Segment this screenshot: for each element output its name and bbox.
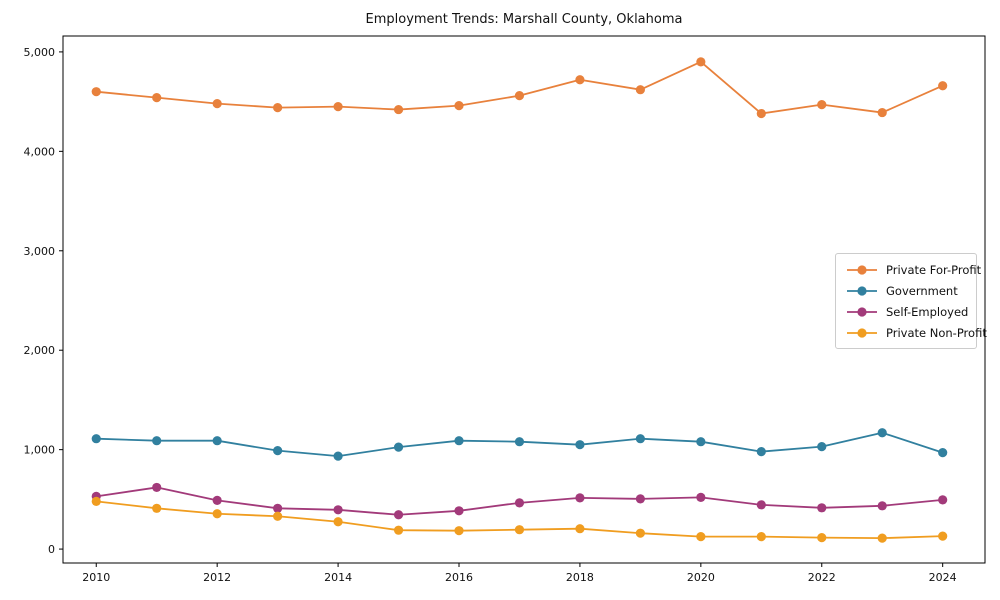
data-point-private-for-profit: [91, 87, 101, 97]
x-tick-label: 2024: [929, 571, 957, 584]
x-tick-label: 2010: [82, 571, 110, 584]
data-point-self-employed: [393, 510, 404, 520]
data-point-private-non-profit: [393, 525, 404, 535]
data-point-private-for-profit: [696, 57, 706, 67]
data-point-private-for-profit: [454, 101, 464, 111]
data-point-government: [635, 434, 645, 444]
data-point-government: [938, 448, 948, 458]
data-point-self-employed: [514, 498, 525, 508]
x-tick-label: 2012: [203, 571, 231, 584]
legend-label: Private For-Profit: [886, 262, 982, 277]
data-point-government: [575, 440, 585, 450]
legend-item: Government: [836, 280, 976, 301]
data-point-government: [333, 451, 343, 461]
data-point-government: [817, 442, 827, 452]
legend-marker-icon: [847, 327, 877, 338]
data-point-private-for-profit: [756, 108, 766, 119]
data-point-self-employed: [152, 482, 162, 493]
data-point-self-employed: [273, 503, 283, 513]
legend-item: Self-Employed: [836, 301, 976, 322]
data-point-private-for-profit: [514, 91, 525, 101]
data-point-private-for-profit: [152, 93, 162, 103]
data-point-self-employed: [696, 492, 706, 502]
data-point-private-non-profit: [273, 511, 283, 521]
data-point-private-non-profit: [91, 496, 101, 506]
data-point-government: [212, 436, 222, 446]
data-point-government: [696, 437, 706, 447]
data-point-government: [756, 447, 766, 457]
data-point-private-non-profit: [454, 526, 464, 536]
y-tick-label: 0: [48, 543, 55, 556]
data-point-private-non-profit: [938, 531, 948, 541]
data-point-private-non-profit: [756, 532, 766, 542]
data-point-private-non-profit: [696, 532, 706, 542]
y-tick-label: 2,000: [24, 344, 56, 357]
chart-title: Employment Trends: Marshall County, Okla…: [365, 12, 683, 27]
legend-label: Private Non-Profit: [886, 325, 987, 340]
y-tick-label: 5,000: [24, 46, 56, 59]
data-point-self-employed: [212, 495, 222, 505]
data-point-private-non-profit: [152, 503, 162, 513]
x-tick-label: 2014: [324, 571, 352, 584]
data-point-private-for-profit: [212, 99, 222, 109]
data-point-private-for-profit: [393, 104, 404, 115]
data-point-private-non-profit: [575, 524, 585, 534]
legend-marker-icon: [847, 285, 877, 296]
data-point-self-employed: [938, 495, 948, 505]
legend-label: Government: [886, 283, 958, 298]
data-point-private-for-profit: [575, 75, 585, 85]
data-point-private-non-profit: [817, 533, 827, 543]
data-point-private-non-profit: [333, 517, 343, 527]
data-point-self-employed: [756, 500, 766, 510]
x-tick-label: 2022: [808, 571, 836, 584]
legend-item: Private Non-Profit: [836, 322, 987, 343]
y-tick-label: 1,000: [24, 444, 56, 457]
data-point-private-non-profit: [212, 509, 222, 519]
chart-legend: Private For-Profit Government Self-Employe…: [835, 253, 987, 349]
data-point-self-employed: [333, 505, 343, 515]
data-point-private-for-profit: [273, 102, 283, 113]
y-tick-label: 3,000: [24, 245, 56, 258]
data-point-government: [91, 434, 101, 444]
plot-border: [62, 35, 986, 564]
y-tick-label: 4,000: [24, 145, 56, 158]
data-point-private-for-profit: [333, 101, 343, 112]
data-point-private-non-profit: [635, 528, 645, 538]
legend-item: Private For-Profit: [836, 259, 981, 280]
data-point-private-non-profit: [514, 525, 525, 535]
data-point-government: [514, 437, 525, 447]
data-point-private-for-profit: [938, 81, 948, 91]
x-tick-label: 2016: [445, 571, 473, 584]
data-point-government: [877, 428, 887, 438]
x-tick-label: 2018: [566, 571, 594, 584]
data-point-private-for-profit: [817, 100, 827, 110]
data-point-government: [393, 442, 404, 452]
data-point-self-employed: [877, 501, 887, 511]
x-tick-label: 2020: [687, 571, 715, 584]
data-point-private-for-profit: [635, 85, 645, 95]
data-point-self-employed: [635, 494, 645, 504]
data-point-private-non-profit: [877, 533, 887, 543]
data-point-self-employed: [817, 503, 827, 513]
data-point-private-for-profit: [877, 107, 887, 118]
data-point-self-employed: [575, 493, 585, 503]
data-point-government: [152, 436, 162, 446]
legend-label: Self-Employed: [886, 304, 969, 319]
data-point-government: [273, 446, 283, 456]
series-line-private-for-profit: [96, 60, 944, 115]
legend-marker-icon: [847, 306, 877, 317]
legend-marker-icon: [847, 264, 877, 275]
data-point-government: [454, 436, 464, 446]
data-point-self-employed: [454, 506, 464, 516]
